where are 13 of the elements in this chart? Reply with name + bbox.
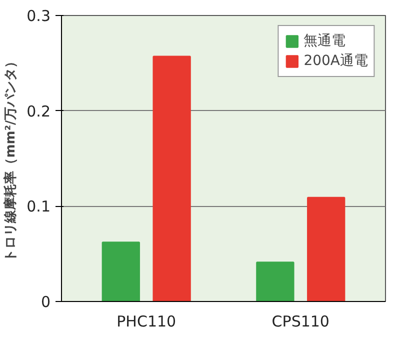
x-tick-label: CPS110 (272, 312, 330, 330)
y-tick-label: 0.1 (26, 198, 51, 216)
bar (256, 262, 294, 302)
bar (102, 242, 140, 302)
y-tick-label: 0.2 (26, 102, 51, 120)
y-tick-label: 0.3 (26, 7, 51, 25)
legend-label: 無通電 (304, 32, 346, 50)
x-tick-label: PHC110 (116, 312, 176, 330)
bar (152, 56, 191, 302)
bar (307, 196, 346, 302)
y-tick-label: 0 (40, 293, 51, 311)
y-axis-title: トロリ線摩耗率（mm²/万パンタ） (2, 55, 19, 262)
legend-label: 200A通電 (304, 52, 368, 70)
